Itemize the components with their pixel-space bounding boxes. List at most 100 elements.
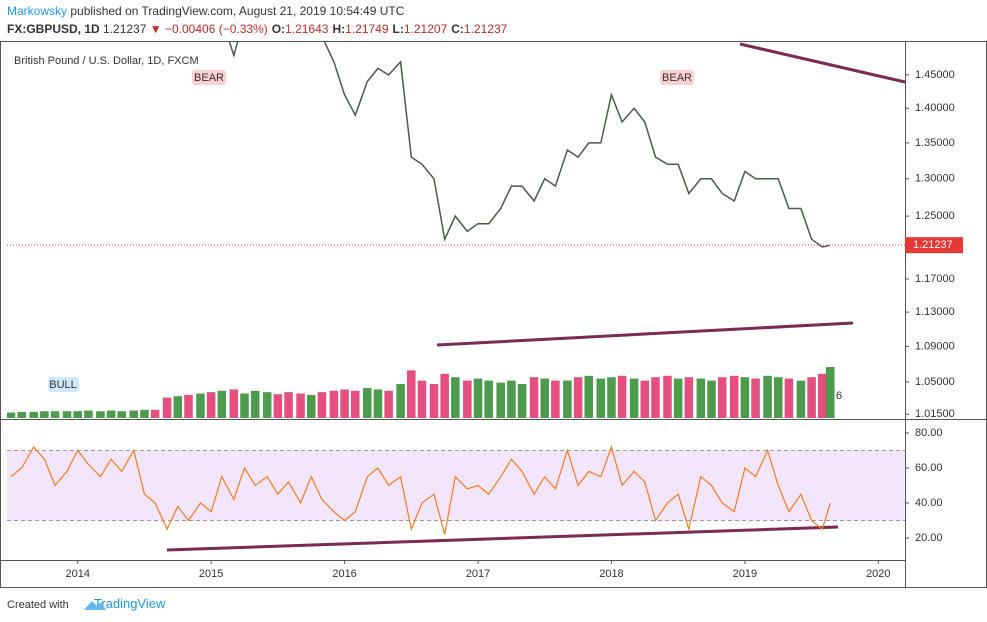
- author: Markowsky: [7, 4, 67, 18]
- trendline: [166, 525, 839, 552]
- rsi-tick-label: 80.00: [915, 427, 943, 439]
- y-tick-label: 1.17000: [915, 273, 955, 285]
- brand-logo: [84, 601, 106, 610]
- volume-bar: [440, 373, 449, 418]
- volume-bar: [496, 382, 505, 418]
- quote-label: C:: [451, 22, 464, 36]
- x-tick-label: 2018: [599, 568, 623, 580]
- rsi-tick-label: 40.00: [915, 497, 943, 509]
- volume-bar: [196, 393, 205, 418]
- volume-bar: [362, 388, 372, 418]
- volume-bar: [707, 380, 716, 418]
- x-tick-label: 2020: [866, 568, 890, 580]
- volume-bar: [563, 380, 572, 418]
- volume-bar: [62, 411, 72, 418]
- price-pane: [7, 42, 835, 418]
- volume-bar: [117, 411, 127, 418]
- volume-bar: [507, 380, 516, 418]
- x-tick-label: 2014: [65, 568, 89, 580]
- volume-bar: [329, 390, 339, 418]
- rsi-line: [10, 445, 831, 535]
- volume-bar: [784, 378, 794, 418]
- volume-bar: [807, 377, 816, 418]
- volume-bar: [796, 380, 806, 418]
- volume-bar: [696, 378, 706, 418]
- bear-label: BEAR: [662, 72, 692, 84]
- volume-bar: [629, 378, 639, 418]
- volume-bar: [751, 378, 760, 418]
- volume-bar: [617, 375, 627, 418]
- volume-bar: [473, 378, 483, 418]
- last: 1.21237: [103, 22, 147, 36]
- volume-bar: [540, 378, 550, 418]
- volume-bar: [140, 409, 149, 418]
- footer-prefix: Created with: [7, 599, 69, 611]
- volume-bar: [451, 377, 460, 418]
- trendline: [739, 42, 906, 84]
- bear-badge: [192, 70, 226, 85]
- volume-bar: [673, 378, 683, 418]
- y-tick-label: 1.35000: [915, 137, 955, 149]
- quote-label: H:: [332, 22, 345, 36]
- footer: Created with TradingView: [7, 596, 166, 611]
- volume-bar: [607, 377, 616, 418]
- volume-bar: [284, 392, 293, 418]
- volume-bar: [96, 411, 105, 418]
- y-tick-label: 1.25000: [915, 210, 955, 222]
- volume-bar: [250, 390, 260, 418]
- bear-badge: [660, 70, 694, 85]
- volume-bar: [826, 367, 835, 418]
- pane-title: British Pound / U.S. Dollar, 1D, FXCM: [14, 55, 199, 67]
- rsi-tick-label: 60.00: [915, 462, 943, 474]
- quote-value: 1.21643: [285, 22, 329, 36]
- volume-bar: [584, 375, 594, 418]
- x-tick-label: 2017: [466, 568, 490, 580]
- volume-bar: [217, 390, 227, 418]
- volume-bar: [640, 380, 650, 418]
- y-tick-label: 1.05000: [915, 376, 955, 388]
- volume-bar: [129, 410, 139, 418]
- volume-bar: [573, 377, 583, 418]
- volume-bar: [162, 397, 172, 418]
- trendline: [436, 321, 854, 347]
- bull-label: BULL: [49, 379, 77, 391]
- volume-bar: [350, 390, 360, 418]
- volume-bar: [529, 377, 539, 418]
- bull-badge: [48, 377, 79, 392]
- volume-bar: [684, 377, 694, 418]
- symbol: FX:GBPUSD, 1D: [7, 22, 100, 36]
- volume-bar: [84, 410, 93, 418]
- y-tick-label: 1.13000: [915, 306, 955, 318]
- volume-bar: [340, 389, 349, 418]
- volume-bar: [7, 412, 16, 418]
- rsi-tick-label: 20.00: [915, 532, 943, 544]
- bear-label: BEAR: [194, 72, 224, 84]
- y-tick-label: 1.45000: [915, 69, 955, 81]
- volume-bar: [73, 411, 82, 418]
- volume-bar: [29, 411, 38, 418]
- change: ▼ −0.00406 (−0.33%): [150, 22, 268, 36]
- volume-bar: [484, 380, 493, 418]
- volume-bar: [296, 393, 305, 418]
- volume-bar: [273, 394, 283, 418]
- quote-label: L:: [393, 22, 404, 36]
- volume-bar: [229, 389, 239, 418]
- volume-bar: [740, 377, 750, 418]
- volume-bar: [384, 390, 393, 418]
- header-line-1: Markowsky published on TradingView.com, …: [7, 4, 405, 18]
- price-line: [228, 42, 831, 248]
- volume-bar: [396, 384, 405, 418]
- y-tick-label: 1.01500: [915, 408, 955, 420]
- quote-value: 1.21207: [404, 22, 448, 36]
- volume-bar: [663, 375, 672, 418]
- volume-bar: [818, 373, 827, 418]
- x-tick-label: 2016: [332, 568, 356, 580]
- volume-bar: [717, 377, 727, 418]
- volume-bar: [551, 380, 560, 418]
- published: published on TradingView.com, August 21,…: [70, 4, 404, 18]
- count-label: 6: [836, 390, 842, 402]
- volume-bar: [517, 384, 527, 418]
- y-tick-label: 1.40000: [915, 102, 955, 114]
- last-price-badge: [905, 237, 963, 254]
